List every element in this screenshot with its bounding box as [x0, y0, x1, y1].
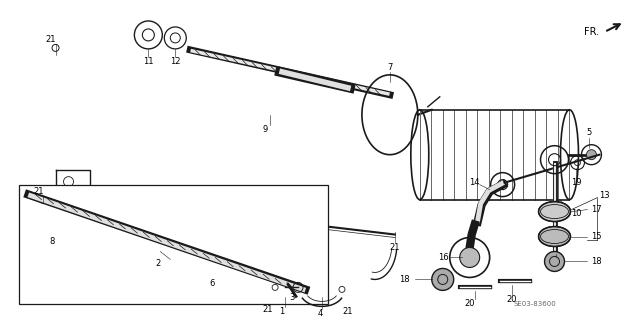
Bar: [19, 185, 328, 304]
Text: 18: 18: [399, 275, 410, 284]
Text: 14: 14: [469, 178, 480, 187]
Text: 16: 16: [438, 253, 449, 262]
Text: 21: 21: [45, 35, 56, 44]
Text: 4: 4: [317, 309, 323, 318]
Text: 7: 7: [387, 63, 392, 72]
Text: 21: 21: [263, 305, 273, 314]
Text: 1: 1: [280, 307, 285, 316]
Text: 21: 21: [390, 243, 400, 252]
Text: 20: 20: [506, 295, 517, 304]
Text: 20: 20: [465, 299, 475, 308]
Circle shape: [545, 251, 564, 271]
Text: 5: 5: [587, 128, 592, 137]
Circle shape: [460, 248, 479, 267]
Text: 9: 9: [262, 125, 268, 134]
Text: FR.: FR.: [584, 27, 600, 37]
Text: 21: 21: [342, 307, 353, 316]
Text: 19: 19: [572, 178, 582, 187]
Ellipse shape: [538, 226, 570, 247]
Circle shape: [586, 150, 596, 160]
Text: 17: 17: [591, 205, 602, 214]
Text: 6: 6: [209, 279, 215, 288]
Text: 11: 11: [143, 57, 154, 66]
Text: 13: 13: [600, 191, 610, 200]
Text: 21: 21: [33, 187, 44, 196]
Text: 12: 12: [170, 57, 180, 66]
Text: SE03-83600: SE03-83600: [513, 301, 556, 308]
Text: 10: 10: [572, 209, 582, 218]
Circle shape: [432, 269, 454, 290]
Text: 8: 8: [50, 237, 55, 246]
Text: 18: 18: [591, 257, 602, 266]
Ellipse shape: [538, 202, 570, 222]
Text: 3: 3: [289, 293, 295, 302]
Text: 2: 2: [156, 259, 161, 268]
Text: 15: 15: [591, 232, 602, 241]
